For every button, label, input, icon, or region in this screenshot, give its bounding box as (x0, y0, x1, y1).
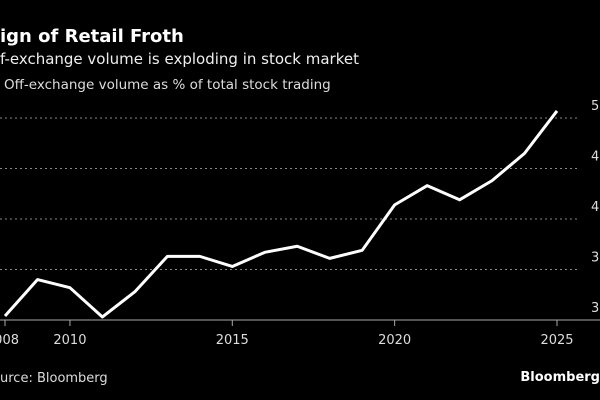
legend-entry: Off-exchange volume as % of total stock … (4, 77, 331, 93)
y-tick-label: 4 (591, 150, 599, 165)
series-line (3, 110, 559, 319)
bloomberg-logo: Bloomberg (520, 370, 600, 385)
x-tick-label: 2010 (53, 333, 86, 348)
source-note: urce: Bloomberg (0, 371, 108, 386)
y-tick-label: 4 (591, 200, 599, 215)
x-tick-label: 2015 (216, 333, 249, 348)
x-tick-label: 2020 (378, 333, 411, 348)
y-tick-label: 50 (591, 99, 600, 114)
y-tick-label: 3 (591, 301, 599, 316)
x-tick-label: 008 (0, 333, 19, 348)
x-tick-label: 2025 (540, 333, 573, 348)
y-tick-label: 3 (591, 251, 599, 266)
chart-subtitle: f-exchange volume is exploding in stock … (0, 50, 359, 68)
chart-title: ign of Retail Froth (0, 26, 184, 47)
